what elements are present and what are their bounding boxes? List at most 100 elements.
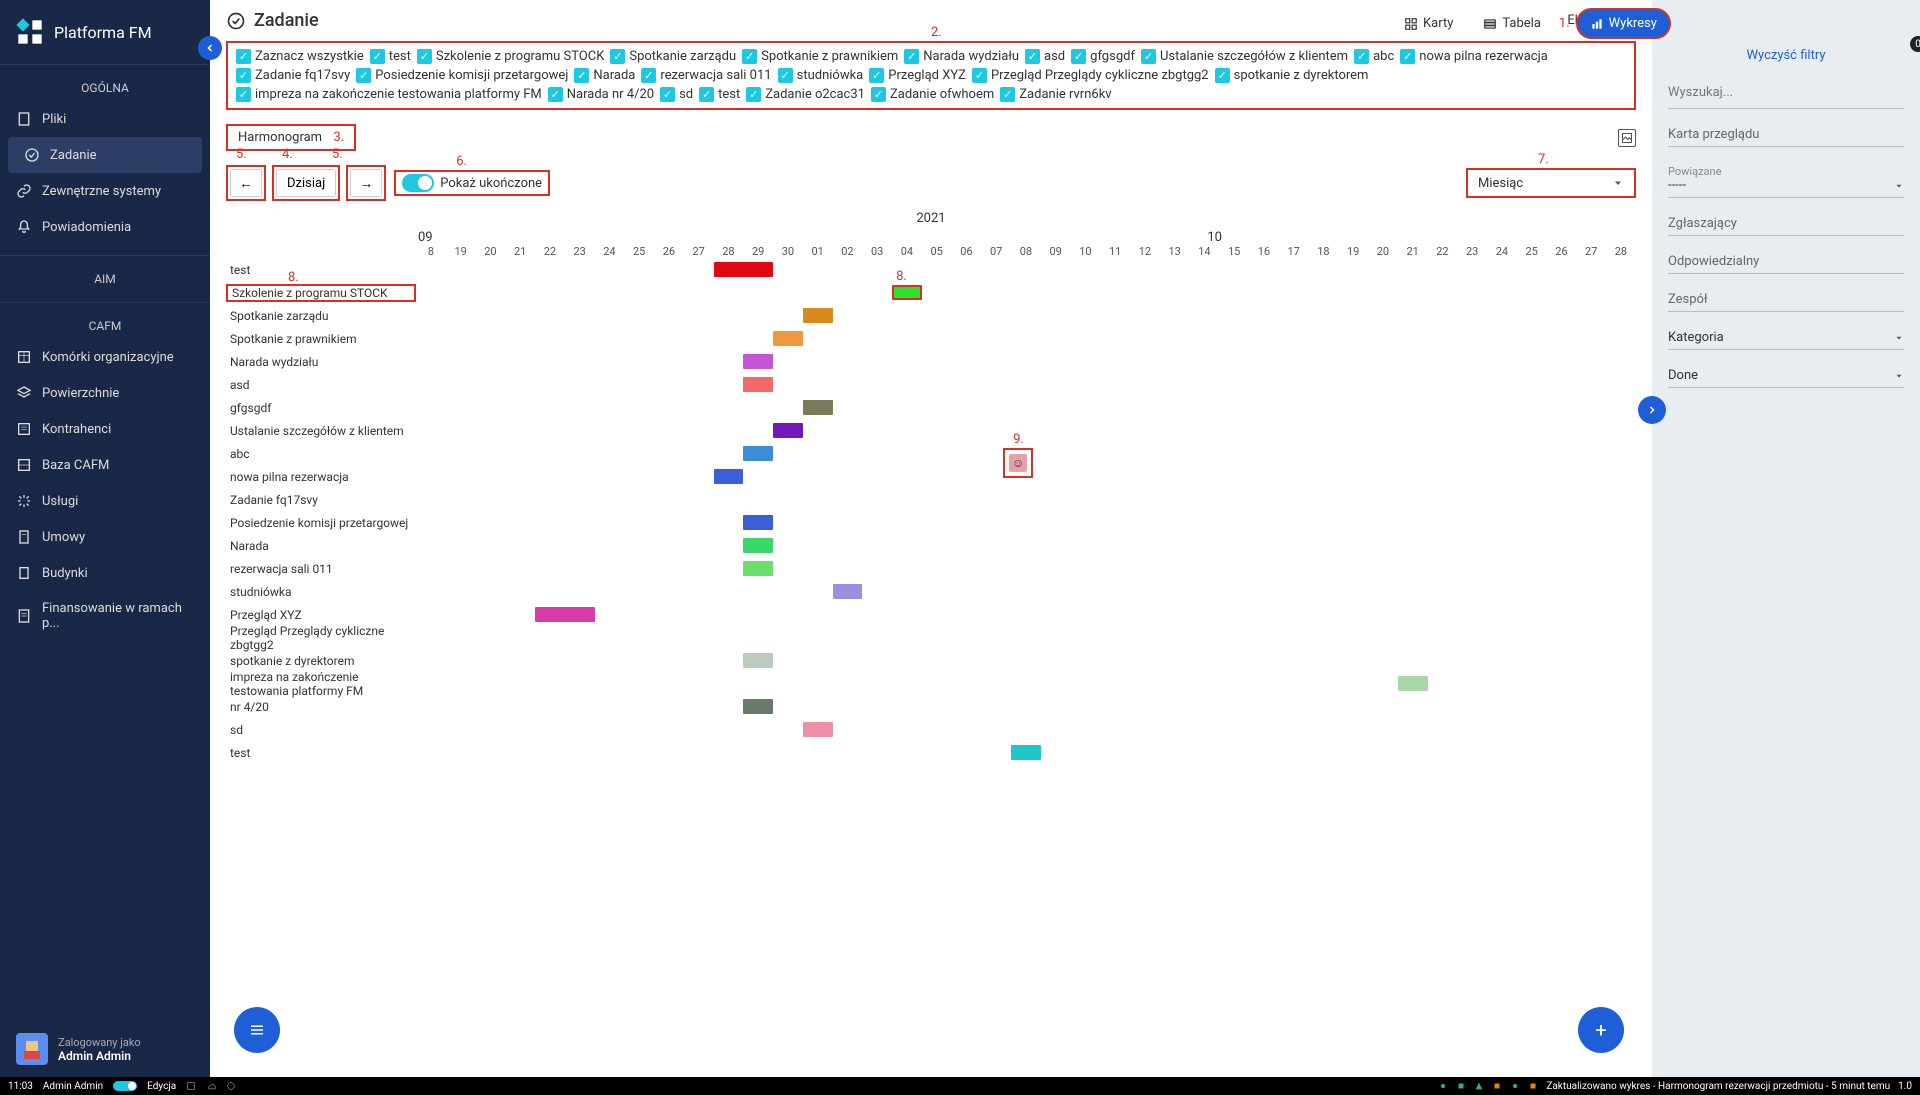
gantt-bar[interactable] [743,653,773,668]
view-table-tab[interactable]: Tabela [1471,10,1553,37]
gantt-row: spotkanie z dyrektorem [226,649,1636,672]
gantt-bar[interactable]: 8. [892,285,922,300]
filter-checkbox[interactable]: ✓Ustalanie szczegółów z klientem [1141,49,1348,64]
filter-checkbox[interactable]: ✓Spotkanie z prawnikiem [742,49,898,64]
sb-fullscreen-icon[interactable] [186,1081,196,1091]
sidebar-item-pliki[interactable]: Pliki [0,101,210,137]
next-button[interactable]: → [350,169,382,197]
gantt-bar[interactable] [714,469,744,484]
gantt-row-label: asd [226,378,416,392]
show-done-toggle[interactable]: 6. Pokaż ukończone [394,170,550,196]
gantt-bar[interactable] [1398,676,1428,691]
filter-checkbox[interactable]: ✓Zadanie ofwhoem [871,87,994,102]
sidebar-item-powiadomienia[interactable]: Powiadomienia [0,209,210,245]
sidebar-section-title: AIM [0,266,210,292]
gantt-row-label: Posiedzenie komisji przetargowej [226,516,416,530]
clear-filters-link[interactable]: Wyczyść filtry [1668,48,1904,63]
sb-status-icon [1438,1081,1448,1091]
gantt-bar[interactable] [714,262,774,277]
filter-checkbox[interactable]: ✓Spotkanie zarządu [610,49,736,64]
done-select[interactable]: Done [1668,368,1904,383]
fab-menu-button[interactable] [234,1007,280,1053]
filter-checkboxes: 2. ✓Zaznacz wszystkie✓test✓Szkolenie z p… [226,41,1636,110]
gantt-bar[interactable] [773,423,803,438]
gantt-bar[interactable] [773,331,803,346]
filter-checkbox[interactable]: ✓Przegląd Przeglądy cykliczne zbgtgg2 [972,68,1209,83]
gantt-bar[interactable] [803,308,833,323]
sidebar-item-baza-cafm[interactable]: Baza CAFM [0,447,210,483]
gantt-bar[interactable] [1011,745,1041,760]
filter-checkbox[interactable]: ✓Zadanie o2cac31 [746,87,865,102]
gantt-row-label: sd [226,723,416,737]
filter-checkbox[interactable]: ✓studniówka [778,68,864,83]
filter-checkbox[interactable]: ✓Zaznacz wszystkie [236,49,364,64]
gantt-row: impreza na zakończenie testowania platfo… [226,672,1636,695]
filter-checkbox[interactable]: ✓Przegląd XYZ [869,68,966,83]
sidebar-item-komórki-organizacyjne[interactable]: Komórki organizacyjne [0,339,210,375]
status-bar: 11:03 Admin Admin Edycja Zaktualizowano … [0,1077,1920,1095]
today-button[interactable]: Dzisiaj [276,169,336,197]
sb-cloud-icon[interactable] [206,1081,216,1091]
gantt-bar[interactable] [743,446,773,461]
category-select[interactable]: Kategoria [1668,330,1904,345]
gantt-row: Spotkanie zarządu [226,304,1636,327]
fab-add-button[interactable]: + [1578,1007,1624,1053]
gantt-milestone-marker[interactable]: 9.☺ [1003,448,1033,478]
gantt-bar[interactable] [743,515,773,530]
gantt-bar[interactable] [743,699,773,714]
sb-edit-toggle[interactable] [113,1081,137,1091]
sidebar-item-finansowanie-w-ramach-p...[interactable]: Finansowanie w ramach p... [0,591,210,641]
filter-checkbox[interactable]: ✓gfgsgdf [1071,49,1135,64]
filter-checkbox[interactable]: ✓spotkanie z dyrektorem [1215,68,1369,83]
sidebar-collapse-button[interactable] [198,36,222,60]
panel-collapse-button[interactable] [1638,396,1666,424]
gantt-bar[interactable] [743,561,773,576]
sidebar-item-budynki[interactable]: Budynki [0,555,210,591]
gantt-row-label: Zadanie fq17svy [226,493,416,507]
sidebar-item-zewnętrzne-systemy[interactable]: Zewnętrzne systemy [0,173,210,209]
reporter-label: Zgłaszający [1668,216,1904,231]
gantt-bar[interactable] [743,354,773,369]
sb-sync-icon[interactable] [226,1081,236,1091]
gantt-row-label: Przegląd Przeglądy cykliczne zbgtgg2 [226,624,416,652]
annotation-6: 6. [456,154,467,169]
gantt-bar[interactable] [535,607,595,622]
sidebar-item-umowy[interactable]: Umowy [0,519,210,555]
filter-checkbox[interactable]: ✓sd [660,87,693,102]
view-charts-tab[interactable]: Wykresy [1576,8,1671,39]
filter-checkbox[interactable]: ✓Szkolenie z programu STOCK [417,49,605,64]
filter-checkbox[interactable]: ✓Posiedzenie komisji przetargowej [356,68,568,83]
filter-checkbox[interactable]: ✓Narada [574,68,635,83]
sidebar-item-zadanie[interactable]: Zadanie [8,137,202,173]
gantt-row: Przegląd XYZ [226,603,1636,626]
app-logo: Platforma FM [0,0,210,64]
annotation-7: 7. [1538,152,1549,167]
filter-checkbox[interactable]: ✓nowa pilna rezerwacja [1400,49,1548,64]
filter-checkbox[interactable]: ✓rezerwacja sali 011 [641,68,771,83]
filter-checkbox[interactable]: ✓test [699,87,740,102]
period-select[interactable]: 7. Miesiąc [1466,168,1636,198]
search-input[interactable] [1668,81,1904,104]
gantt-bar[interactable] [803,400,833,415]
related-select[interactable]: ----- [1668,178,1904,193]
filter-checkbox[interactable]: ✓Zadanie rvrn6kv [1000,87,1111,102]
sb-user: Admin Admin [43,1081,103,1092]
sidebar-item-powierzchnie[interactable]: Powierzchnie [0,375,210,411]
gantt-bar[interactable] [833,584,863,599]
filter-checkbox[interactable]: ✓test [370,49,411,64]
sidebar-item-usługi[interactable]: Usługi [0,483,210,519]
prev-button[interactable]: ← [230,169,262,197]
gantt-bar[interactable] [743,538,773,553]
gantt-bar[interactable] [743,377,773,392]
gantt-bar[interactable] [803,722,833,737]
filter-checkbox[interactable]: ✓asd [1025,49,1065,64]
filter-checkbox[interactable]: ✓Narada wydziału [904,49,1019,64]
filter-checkbox[interactable]: ✓impreza na zakończenie testowania platf… [236,87,542,102]
filter-checkbox[interactable]: ✓abc [1354,49,1394,64]
sidebar-item-kontrahenci[interactable]: Kontrahenci [0,411,210,447]
image-icon[interactable] [1618,129,1636,147]
filter-checkbox[interactable]: ✓Zadanie fq17svy [236,68,350,83]
toggle-switch[interactable] [402,174,434,192]
view-cards-tab[interactable]: Karty [1392,10,1465,37]
filter-checkbox[interactable]: ✓Narada nr 4/20 [548,87,654,102]
